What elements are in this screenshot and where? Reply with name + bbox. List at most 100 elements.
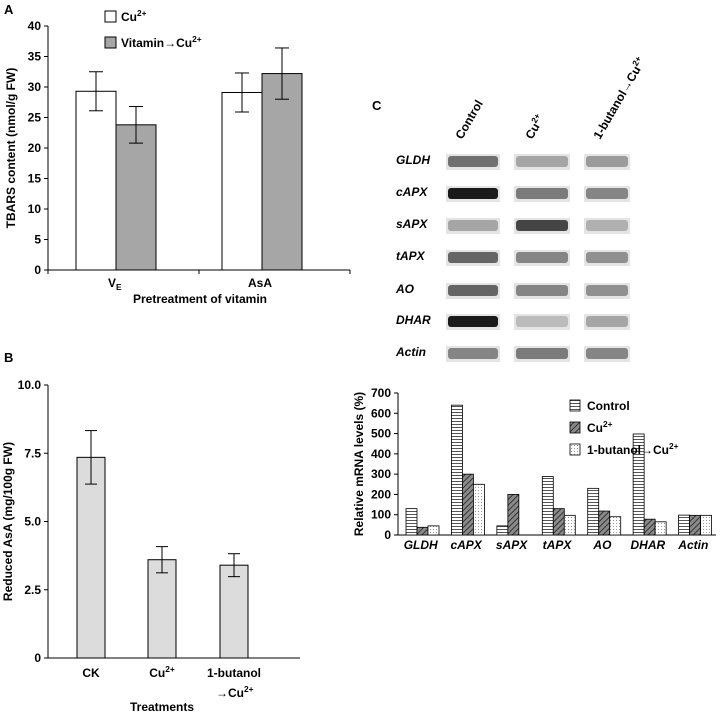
c-legend-label: Cu2+: [587, 419, 613, 435]
a-x-axis-label: Pretreatment of vitamin: [133, 292, 267, 306]
c-gel-band: [448, 220, 498, 231]
b-x-tick-label: CK: [82, 666, 100, 680]
c-gel-lane-label: 1-butanol→Cu2+: [589, 54, 649, 141]
b-y-tick-label: 0: [34, 651, 41, 665]
c-bar: [609, 516, 622, 536]
b-y-tick-label: 10.0: [18, 378, 42, 392]
b-y-tick-label: 5.0: [24, 515, 41, 529]
b-x-tick-label: 1-butanol: [207, 666, 261, 680]
b-x-axis-label: Treatments: [130, 700, 194, 714]
c-gel-gene-label: cAPX: [396, 185, 428, 199]
c-gel-band: [448, 285, 498, 296]
c-gel-band: [448, 348, 498, 359]
a-bar: [115, 124, 157, 271]
a-x-tick-label: AsA: [248, 276, 272, 290]
c-gel-gene-label: DHAR: [396, 313, 431, 327]
c-x-tick-label: cAPX: [450, 538, 482, 552]
a-y-tick-label: 35: [28, 50, 42, 64]
c-x-tick-label: DHAR: [631, 538, 666, 552]
b-x-tick-label: Cu2+: [149, 664, 175, 680]
c-legend-swatch: [569, 443, 581, 456]
c-y-tick-label: 600: [371, 406, 391, 420]
c-bar: [507, 494, 520, 536]
panel-letter-c: C: [372, 98, 382, 113]
c-gel-band: [516, 316, 568, 327]
c-bar: [496, 525, 509, 536]
a-legend-label: Vitamin→Cu2+: [121, 34, 202, 50]
c-y-tick-label: 500: [371, 427, 391, 441]
c-bar: [405, 508, 418, 536]
panel-b-chart: 0 2.5 5.0 7.5 10.0 CK Cu2+ 1-butanol →Cu2+ Treatm…: [1, 378, 300, 714]
c-legend-label: Control: [587, 399, 630, 413]
b-x-tick-label-line2: →Cu2+: [216, 684, 254, 700]
c-bar: [563, 514, 576, 536]
c-gel-gene-label: tAPX: [396, 249, 426, 263]
c-gel-band: [586, 252, 628, 263]
c-bar: [451, 404, 463, 536]
b-bar: [76, 456, 106, 659]
a-legend-label: Cu2+: [121, 8, 147, 24]
c-gel-band: [586, 220, 628, 231]
b-bar: [147, 559, 177, 659]
c-bar: [700, 514, 712, 536]
c-gel-band: [516, 220, 568, 231]
c-bar: [643, 518, 656, 536]
a-x-tick-label: VE: [108, 276, 122, 292]
c-bar: [462, 473, 474, 536]
c-gel-lane-label: Cu2+: [521, 111, 548, 141]
c-gel-band: [586, 348, 628, 359]
a-y-tick-label: 10: [28, 202, 42, 216]
c-bar: [416, 526, 429, 536]
c-y-axis-label: Relative mRNA levels (%): [352, 392, 366, 536]
a-y-tick-label: 0: [34, 263, 41, 277]
c-x-tick-label: Actin: [677, 538, 708, 552]
c-gel-band: [448, 156, 498, 167]
c-gel-gene-label: AO: [395, 282, 415, 296]
c-gel-band: [516, 188, 568, 199]
a-bar: [261, 73, 303, 271]
c-bar: [552, 508, 565, 536]
c-bar: [654, 521, 667, 536]
c-gel-band: [586, 316, 628, 327]
c-x-tick-label: tAPX: [543, 538, 573, 552]
a-y-tick-label: 25: [28, 111, 42, 125]
c-y-tick-label: 0: [384, 528, 391, 542]
c-gel-gene-label: Actin: [395, 345, 426, 359]
b-y-tick-label: 7.5: [24, 446, 41, 460]
a-legend-swatch: [104, 36, 117, 49]
panel-letter-b: B: [4, 350, 13, 365]
c-gel-band: [586, 156, 628, 167]
c-bar: [678, 514, 690, 536]
c-gel-band: [448, 252, 498, 263]
c-legend-label: 1-butanol→Cu2+: [587, 441, 679, 457]
a-y-axis-label: TBARS content (nmol/g FW): [4, 68, 18, 229]
b-y-tick-label: 2.5: [24, 583, 41, 597]
c-legend-swatch: [569, 399, 581, 412]
c-gel-gene-label: GLDH: [396, 153, 430, 167]
a-bar: [221, 91, 263, 271]
b-bar: [219, 564, 249, 659]
panel-c-chart: 0 100 200 300 400 500 600 700 GLDH cAPX sAPX tAPX AO…: [352, 386, 716, 552]
c-gel-band: [586, 285, 628, 296]
c-x-tick-label: GLDH: [404, 538, 438, 552]
c-gel-band: [516, 252, 568, 263]
c-y-tick-label: 300: [371, 467, 391, 481]
c-y-tick-label: 200: [371, 487, 391, 501]
c-x-tick-label: sAPX: [496, 538, 528, 552]
a-y-tick-label: 40: [28, 19, 42, 33]
panel-a-chart: 0 5 10 15 20 25 30 35 40 VE AsA Pretreatment of vit…: [4, 8, 351, 306]
c-y-tick-label: 700: [371, 386, 391, 400]
panel-letter-a: A: [4, 2, 14, 17]
c-y-tick-label: 100: [371, 508, 391, 522]
c-gel-band: [516, 348, 568, 359]
c-bar: [689, 514, 701, 536]
c-gel-gene-label: sAPX: [396, 217, 428, 231]
a-y-tick-label: 30: [28, 80, 42, 94]
a-bar: [75, 90, 117, 271]
c-bar: [541, 476, 554, 536]
c-bar: [632, 433, 645, 536]
c-legend-swatch: [569, 421, 581, 434]
c-gel-lane-label: Control: [452, 98, 485, 142]
c-bar: [473, 483, 485, 536]
